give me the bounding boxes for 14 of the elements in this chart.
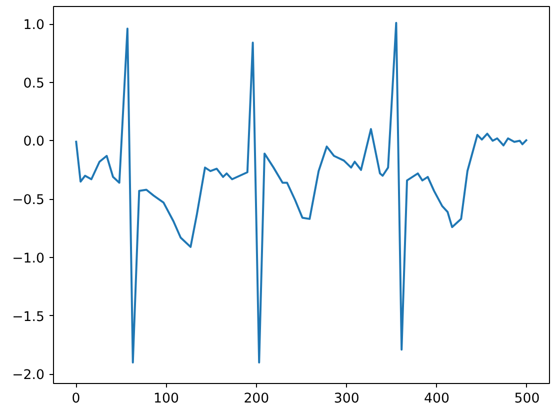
y-tick-label: 1.0 [23, 18, 45, 34]
y-tick-label: −1.5 [12, 310, 45, 325]
y-tick-label: 0.5 [23, 76, 45, 92]
x-tick-label: 200 [244, 392, 270, 406]
x-tick-label: 0 [72, 392, 80, 406]
y-tick-label: −0.5 [12, 193, 45, 208]
y-tick-label: 0.0 [23, 134, 45, 150]
line-series [75, 22, 528, 364]
x-tick-label: 500 [514, 392, 540, 406]
x-tick-label: 400 [424, 392, 450, 406]
x-tick-label: 100 [154, 392, 179, 406]
y-tick-label: −1.0 [12, 251, 45, 266]
x-tick-label: 300 [334, 392, 360, 406]
y-tick-label: −2.0 [12, 368, 45, 384]
